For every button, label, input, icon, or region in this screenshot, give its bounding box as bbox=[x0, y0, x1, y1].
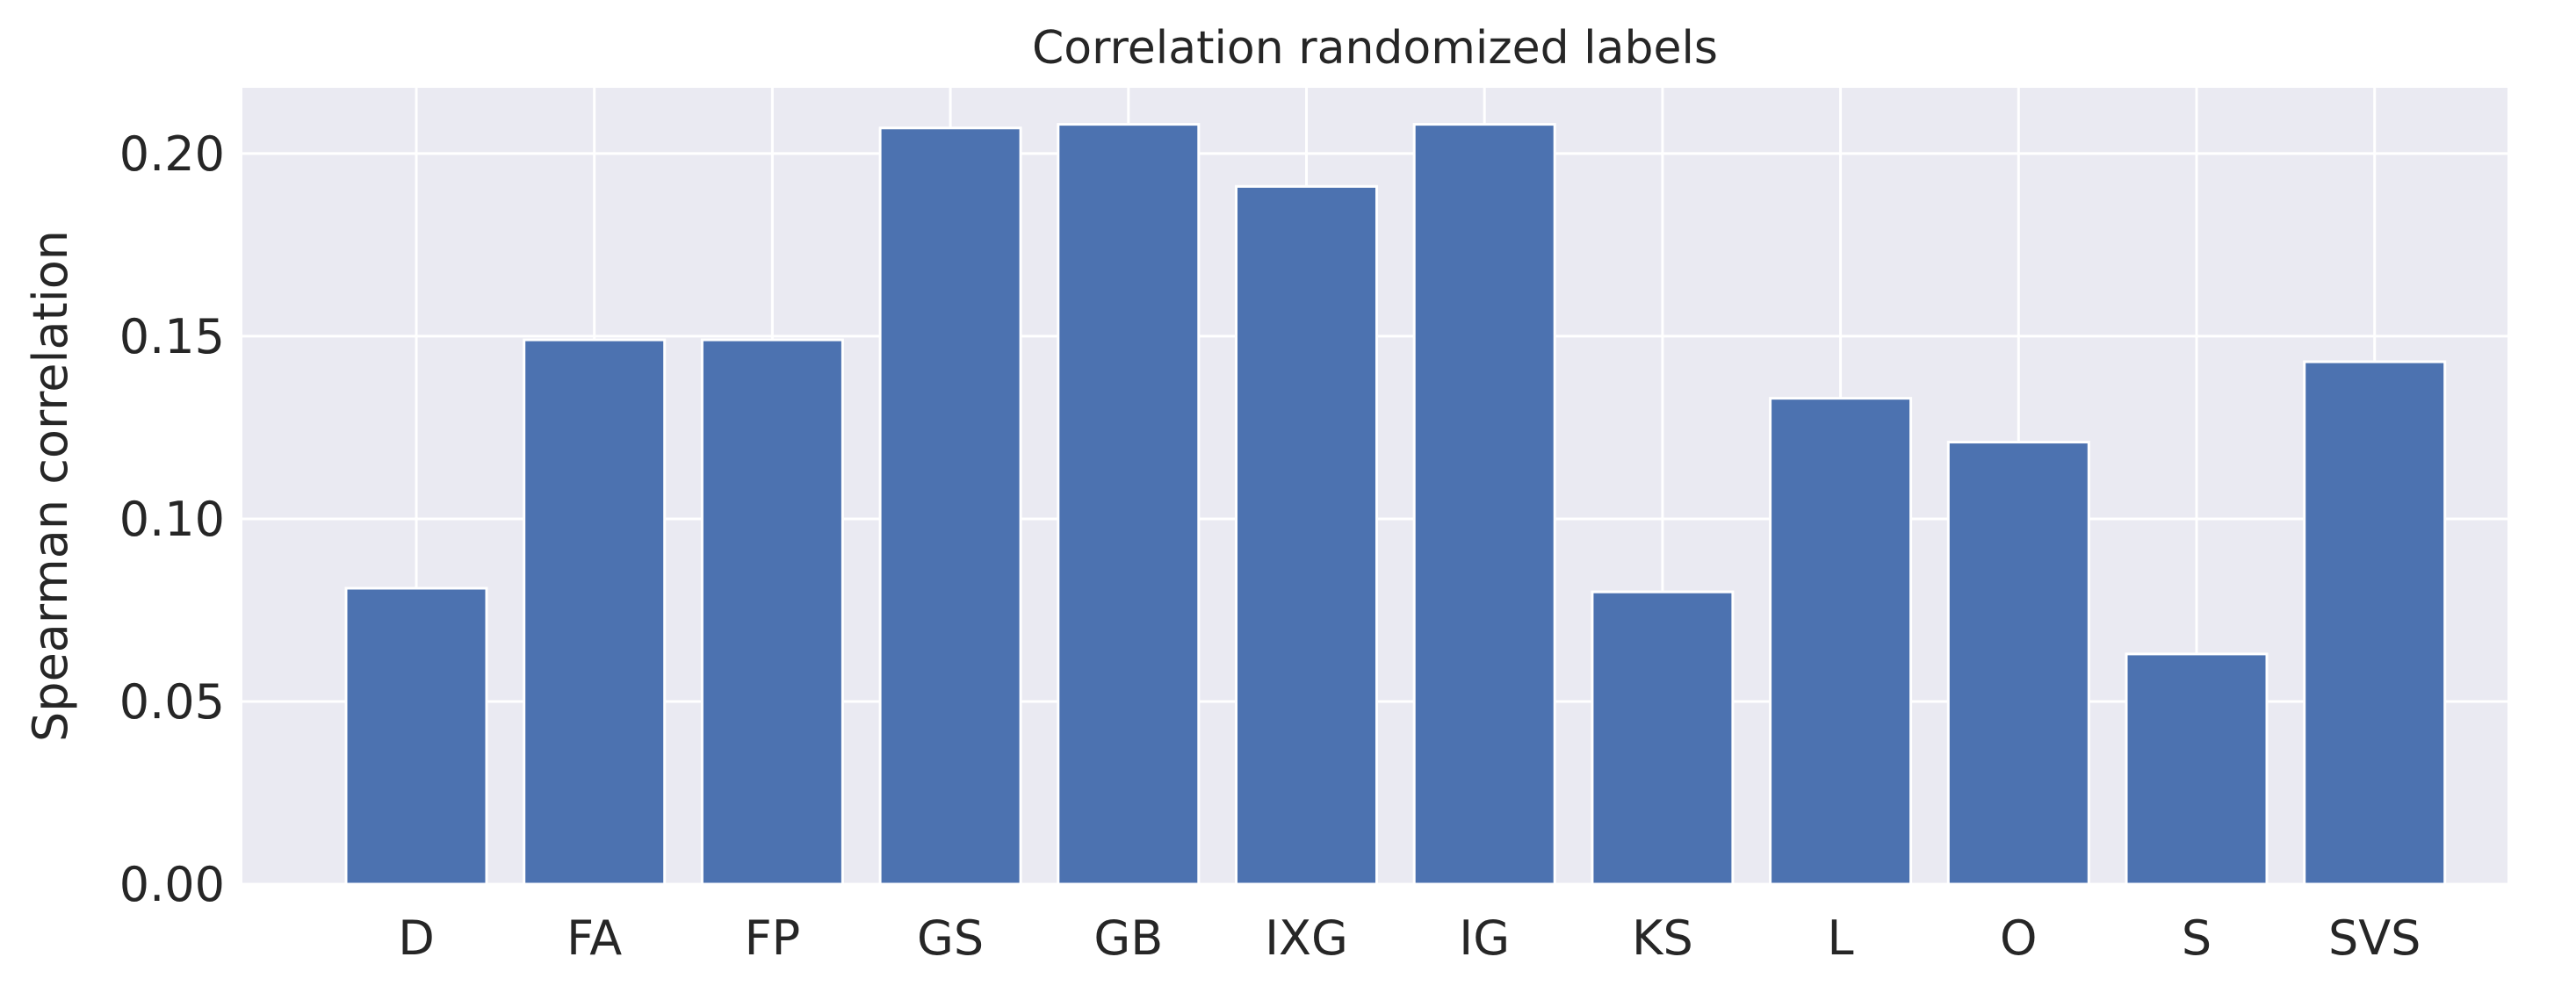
x-tick-label-ks: KS bbox=[1632, 910, 1693, 966]
bar-l bbox=[1769, 397, 1913, 886]
bar-gs bbox=[878, 126, 1022, 886]
chart-title: Correlation randomized labels bbox=[1032, 22, 1718, 75]
bar-svs bbox=[2303, 360, 2447, 886]
bar-ig bbox=[1412, 123, 1556, 886]
x-tick-labels: D FA FP GS GB IXG IG KS L O S SVS bbox=[398, 910, 2421, 966]
bar-d bbox=[344, 586, 488, 886]
x-tick-label-ig: IG bbox=[1459, 910, 1510, 966]
x-tick-label-l: L bbox=[1828, 910, 1854, 966]
x-tick-label-gs: GS bbox=[917, 910, 984, 966]
bar-gb bbox=[1057, 123, 1201, 886]
y-axis-label: Spearman correlation bbox=[23, 230, 78, 742]
x-tick-label-fa: FA bbox=[566, 910, 622, 966]
x-tick-label-d: D bbox=[398, 910, 435, 966]
y-tick-label: 0.05 bbox=[119, 674, 225, 730]
bar-fp bbox=[700, 338, 844, 886]
y-tick-label: 0.10 bbox=[119, 492, 225, 547]
bar-fa bbox=[523, 338, 667, 886]
y-tick-label: 0.20 bbox=[119, 126, 225, 182]
x-tick-label-ixg: IXG bbox=[1265, 910, 1348, 966]
x-tick-label-gb: GB bbox=[1093, 910, 1163, 966]
bar-ixg bbox=[1235, 184, 1378, 886]
bar-ks bbox=[1591, 590, 1735, 886]
x-tick-label-svs: SVS bbox=[2328, 910, 2421, 966]
x-tick-label-s: S bbox=[2182, 910, 2212, 966]
y-tick-labels: 0.00 0.05 0.10 0.15 0.20 bbox=[119, 126, 225, 912]
bar-s bbox=[2125, 652, 2269, 886]
y-tick-label: 0.15 bbox=[119, 309, 225, 364]
x-tick-label-fp: FP bbox=[745, 910, 801, 966]
y-tick-label: 0.00 bbox=[119, 857, 225, 912]
bar-o bbox=[1946, 441, 2090, 886]
x-tick-label-o: O bbox=[2000, 910, 2038, 966]
bars bbox=[344, 123, 2447, 886]
